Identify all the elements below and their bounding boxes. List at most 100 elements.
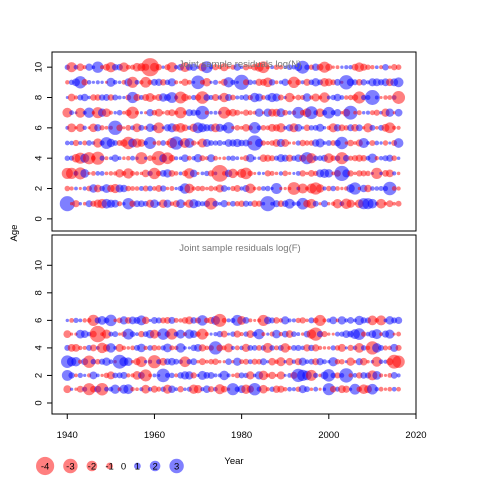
- residual-bubble: [356, 170, 363, 177]
- residual-bubble: [181, 93, 189, 102]
- residual-bubble: [72, 200, 80, 208]
- residual-bubble: [124, 357, 133, 366]
- residual-bubble: [303, 78, 311, 86]
- residual-bubble: [392, 332, 396, 336]
- x-tick-label: 2020: [405, 430, 426, 441]
- residual-bubble: [327, 332, 331, 336]
- residual-bubble: [386, 154, 394, 162]
- residual-bubble: [247, 79, 254, 86]
- residual-bubble: [370, 186, 375, 191]
- residual-bubble: [184, 183, 195, 194]
- residual-bubble: [117, 95, 122, 100]
- residual-bubble: [130, 386, 135, 392]
- residual-bubble: [393, 77, 404, 88]
- residual-bubble: [303, 124, 311, 132]
- residual-bubble: [395, 200, 402, 207]
- residual-bubble: [83, 107, 95, 118]
- residual-bubble: [211, 165, 229, 182]
- residual-bubble: [248, 382, 261, 396]
- residual-bubble: [280, 343, 290, 353]
- residual-bubble: [73, 95, 79, 100]
- residual-bubble: [168, 109, 176, 117]
- residual-bubble: [230, 345, 235, 350]
- residual-bubble: [222, 122, 235, 134]
- residual-bubble: [223, 77, 234, 88]
- residual-bubble: [254, 108, 264, 117]
- legend-label: 0: [121, 461, 126, 472]
- residual-bubble: [304, 64, 310, 70]
- residual-bubble: [230, 155, 236, 161]
- residual-bubble: [322, 106, 335, 119]
- panel-bottom-bubbles: [61, 313, 405, 396]
- residual-bubble: [122, 126, 126, 130]
- residual-bubble: [305, 369, 317, 381]
- residual-bubble: [147, 355, 161, 369]
- residual-bubble: [168, 154, 176, 162]
- residual-bubble: [251, 345, 258, 351]
- residual-bubble: [97, 316, 107, 325]
- residual-bubble: [294, 123, 303, 132]
- residual-bubble: [248, 318, 253, 323]
- residual-bubble: [337, 316, 347, 325]
- residual-bubble: [313, 155, 319, 161]
- residual-bubble: [147, 155, 154, 162]
- residual-bubble: [278, 171, 284, 176]
- residual-bubble: [304, 386, 310, 393]
- residual-bubble: [126, 373, 131, 378]
- residual-bubble: [126, 155, 131, 161]
- residual-bubble: [334, 358, 341, 365]
- residual-bubble: [122, 110, 126, 115]
- residual-bubble: [234, 74, 250, 90]
- residual-bubble: [301, 126, 305, 130]
- residual-bubble: [342, 385, 350, 393]
- residual-bubble: [365, 170, 371, 177]
- residual-bubble: [273, 345, 280, 351]
- residual-bubble: [314, 314, 326, 326]
- residual-bubble: [155, 185, 163, 192]
- residual-bubble: [226, 155, 232, 161]
- residual-bubble: [385, 329, 395, 339]
- residual-bubble: [253, 318, 257, 322]
- residual-bubble: [209, 110, 213, 115]
- residual-bubble: [165, 372, 170, 378]
- residual-bubble: [108, 331, 114, 337]
- residual-bubble: [104, 171, 109, 176]
- residual-bubble: [209, 332, 213, 336]
- residual-bubble: [353, 328, 366, 340]
- residual-bubble: [163, 343, 172, 353]
- residual-bubble: [130, 186, 136, 191]
- residual-bubble: [367, 153, 378, 163]
- panel-top-frame: [51, 51, 417, 232]
- residual-bubble: [141, 169, 150, 178]
- residual-bubble: [326, 185, 332, 192]
- residual-bubble: [181, 78, 189, 86]
- residual-bubble: [300, 332, 305, 336]
- residual-bubble: [346, 357, 355, 366]
- residual-bubble: [143, 345, 148, 351]
- residual-bubble: [106, 138, 116, 148]
- residual-bubble: [187, 346, 191, 350]
- residual-bubble: [186, 79, 192, 85]
- residual-bubble: [260, 140, 267, 146]
- residual-bubble: [302, 93, 312, 102]
- x-tick-label: 1980: [231, 430, 252, 441]
- residual-bubble: [276, 123, 286, 133]
- residual-bubble: [361, 110, 366, 115]
- residual-bubble: [346, 199, 355, 208]
- panel-bottom-title: Joint sample residuals log(F): [179, 243, 300, 254]
- residual-bubble: [174, 156, 179, 161]
- residual-bubble: [151, 344, 158, 351]
- legend-bubble: [149, 460, 161, 472]
- residual-bubble: [207, 371, 215, 379]
- residual-bubble: [83, 373, 87, 378]
- residual-bubble: [347, 344, 354, 352]
- residual-bubble: [62, 107, 73, 118]
- residual-bubble: [269, 170, 275, 176]
- residual-bubble: [69, 140, 74, 146]
- residual-bubble: [354, 343, 365, 353]
- residual-bubble: [347, 170, 354, 177]
- residual-bubble: [243, 358, 249, 365]
- residual-bubble: [108, 120, 123, 135]
- residual-bubble: [82, 125, 87, 130]
- residual-bubble: [276, 108, 286, 118]
